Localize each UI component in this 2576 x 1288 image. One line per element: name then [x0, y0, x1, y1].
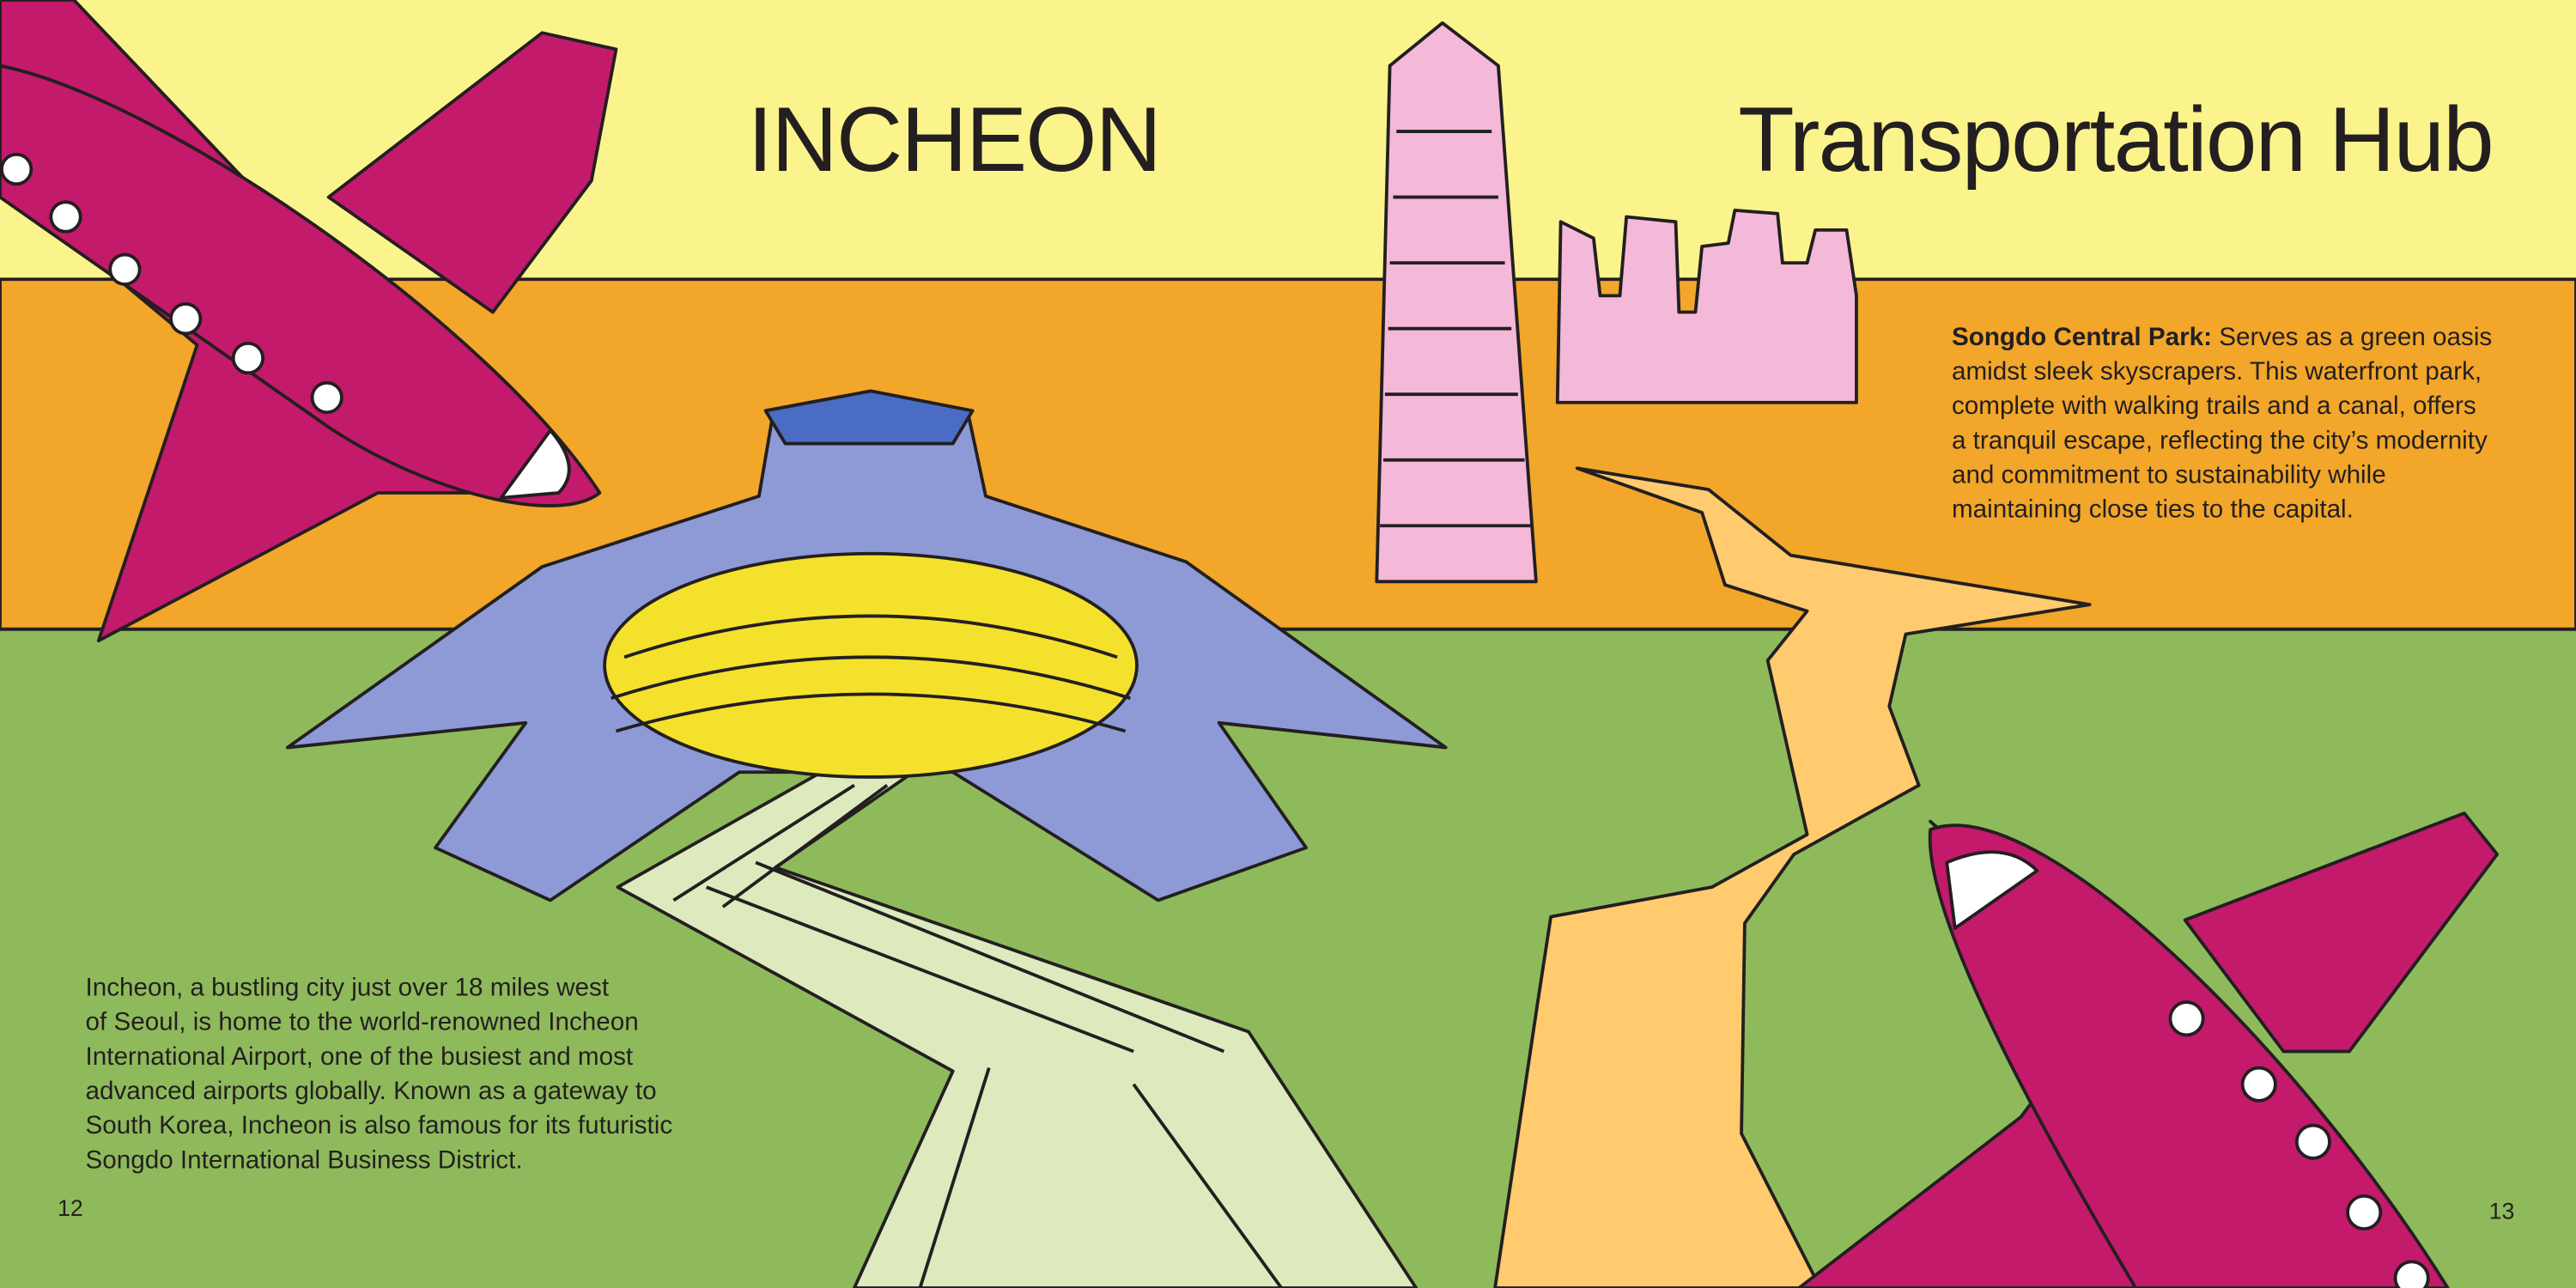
river: [1493, 466, 2092, 1288]
title: INCHEON: [748, 88, 1161, 191]
intro: Incheon, a bustling city just over 18 mi…: [85, 973, 672, 1174]
park-caption-text: Serves as a green oasis: [2219, 323, 2492, 351]
page-number: 12: [58, 1195, 83, 1221]
tower: [1375, 21, 1538, 584]
park-caption-line: Songdo Central Park: Serves as a green o…: [1952, 323, 2492, 351]
skyline: [1555, 208, 1858, 404]
terminal-dome: [603, 551, 1139, 779]
dome-lines: [611, 614, 1131, 733]
text-line: a tranquil escape, reflecting the city’s…: [1952, 426, 2488, 454]
subtitle: Transportation Hub: [1738, 88, 2493, 191]
plane-right: [1797, 811, 2500, 1288]
road-lanes: [672, 783, 1283, 1288]
text-line: International Airport, one of the busies…: [85, 1042, 633, 1071]
text-line: South Korea, Incheon is also famous for …: [85, 1111, 672, 1139]
park-caption: amidst sleek skyscrapers. This waterfron…: [1952, 357, 2488, 524]
text-line: of Seoul, is home to the world-renowned …: [85, 1008, 638, 1036]
page-number: 13: [2489, 1199, 2515, 1224]
text-line: maintaining close ties to the capital.: [1952, 495, 2354, 524]
plane-left: [0, 0, 618, 643]
text-line: Incheon, a bustling city just over 18 mi…: [85, 973, 609, 1001]
tower-floors: [1380, 130, 1532, 528]
park-caption-label: Songdo Central Park:: [1952, 323, 2212, 351]
text-line: amidst sleek skyscrapers. This waterfron…: [1952, 357, 2482, 386]
terminal-roof: [763, 389, 975, 446]
text-line: Songdo International Business District.: [85, 1145, 522, 1174]
text-line: and commitment to sustainability while: [1952, 460, 2386, 489]
text-line: complete with walking trails and a canal…: [1952, 392, 2476, 420]
text-line: advanced airports globally. Known as a g…: [85, 1077, 656, 1105]
